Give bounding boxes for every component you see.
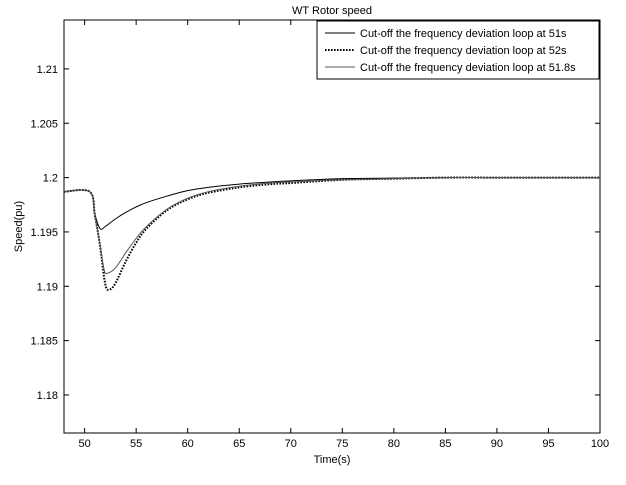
x-tick-label: 85 xyxy=(439,438,451,450)
legend-box xyxy=(316,20,600,80)
y-tick-label: 1.185 xyxy=(30,336,58,348)
series-line-3 xyxy=(63,177,600,275)
x-tick-label: 70 xyxy=(285,438,297,450)
x-tick-label: 65 xyxy=(233,438,245,450)
y-tick-label: 1.21 xyxy=(37,64,58,76)
x-tick-label: 100 xyxy=(591,438,609,450)
y-axis-label: Speed(pu) xyxy=(13,201,25,252)
x-tick-label: 50 xyxy=(78,438,90,450)
legend-label-1: Cut-off the frequency deviation loop at … xyxy=(360,28,567,40)
legend-label-3: Cut-off the frequency deviation loop at … xyxy=(360,62,576,74)
x-tick-label: 80 xyxy=(388,438,400,450)
y-tick-label: 1.18 xyxy=(37,390,58,402)
x-axis-label: Time(s) xyxy=(314,454,351,466)
y-tick-label: 1.195 xyxy=(30,227,58,239)
y-tick-label: 1.19 xyxy=(37,281,58,293)
x-tick-label: 90 xyxy=(491,438,503,450)
series-line-2 xyxy=(63,176,600,291)
x-tick-label: 55 xyxy=(130,438,142,450)
chart-title: WT Rotor speed xyxy=(292,5,372,17)
x-tick-label: 75 xyxy=(336,438,348,450)
legend-label-2: Cut-off the frequency deviation loop at … xyxy=(360,45,567,57)
x-tick-label: 60 xyxy=(182,438,194,450)
x-tick-label: 95 xyxy=(542,438,554,450)
y-tick-label: 1.205 xyxy=(30,118,58,130)
series-lines xyxy=(63,176,600,291)
legend: Cut-off the frequency deviation loop at … xyxy=(316,20,600,80)
y-tick-label: 1.2 xyxy=(43,173,58,185)
plot-area xyxy=(63,19,601,434)
